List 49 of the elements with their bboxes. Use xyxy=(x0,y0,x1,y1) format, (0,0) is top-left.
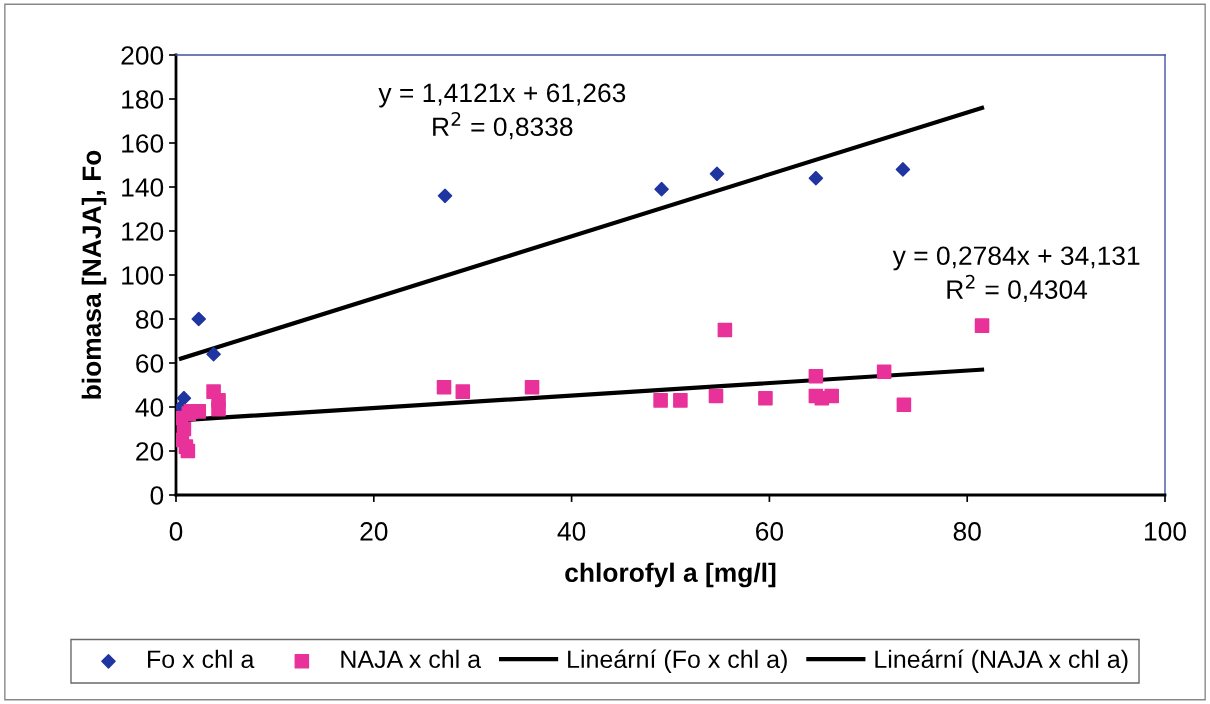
point xyxy=(824,388,839,404)
legend-label: Lineární (Fo x chl a) xyxy=(568,649,787,674)
x-tick-label: 60 xyxy=(756,522,784,541)
point xyxy=(211,401,226,417)
y-tick-label: 0 xyxy=(150,486,164,505)
point xyxy=(808,368,824,384)
y-tick-label: 120 xyxy=(122,222,164,241)
legend-label: NAJA x chl a xyxy=(341,649,482,669)
y-tick-label: 180 xyxy=(122,90,164,109)
x-tick-label: 80 xyxy=(953,522,981,541)
point xyxy=(876,364,892,380)
point xyxy=(717,322,733,338)
y-axis-title: biomasa [NAJA], Fo xyxy=(81,150,107,399)
point xyxy=(708,388,724,404)
y-tick-label: 140 xyxy=(122,178,164,197)
point xyxy=(808,170,824,186)
point xyxy=(437,188,453,204)
y-tick-label: 20 xyxy=(136,442,164,461)
point xyxy=(455,384,471,399)
y-tick-label: 60 xyxy=(136,354,164,373)
point xyxy=(654,181,669,197)
annotation: y = 1,4121x + 61,263 R$^{2}$ = 0,8338 xyxy=(378,83,626,140)
y-tick-label: 40 xyxy=(135,398,164,417)
legend-label: Lineární (NAJA x chl a) xyxy=(875,649,1128,674)
point xyxy=(653,393,668,408)
x-tick-label: 20 xyxy=(360,522,388,541)
x-tick-label: 100 xyxy=(1145,522,1186,541)
point xyxy=(974,318,990,333)
point xyxy=(524,379,540,395)
point xyxy=(758,390,773,406)
point xyxy=(176,390,192,406)
point xyxy=(436,379,452,395)
y-tick-label: 160 xyxy=(122,134,164,153)
point xyxy=(896,397,912,413)
point xyxy=(206,346,221,362)
legend-label: Fo x chl a xyxy=(148,649,255,669)
x-tick-label: 40 xyxy=(557,522,586,541)
y-tick-label: 200 xyxy=(121,46,164,65)
point xyxy=(180,443,196,459)
y-tick-label: 80 xyxy=(135,310,164,329)
x-axis-title: chlorofyl a [mg/l] xyxy=(565,562,776,588)
point xyxy=(709,166,725,182)
y-tick-label: 100 xyxy=(122,266,164,285)
point xyxy=(895,162,911,177)
point xyxy=(176,421,192,437)
point xyxy=(673,393,688,408)
annotation: y = 0,2784x + 34,131 R$^{2}$ = 0,4304 xyxy=(892,246,1140,303)
point xyxy=(191,311,207,327)
x-tick-label: 0 xyxy=(169,522,183,541)
